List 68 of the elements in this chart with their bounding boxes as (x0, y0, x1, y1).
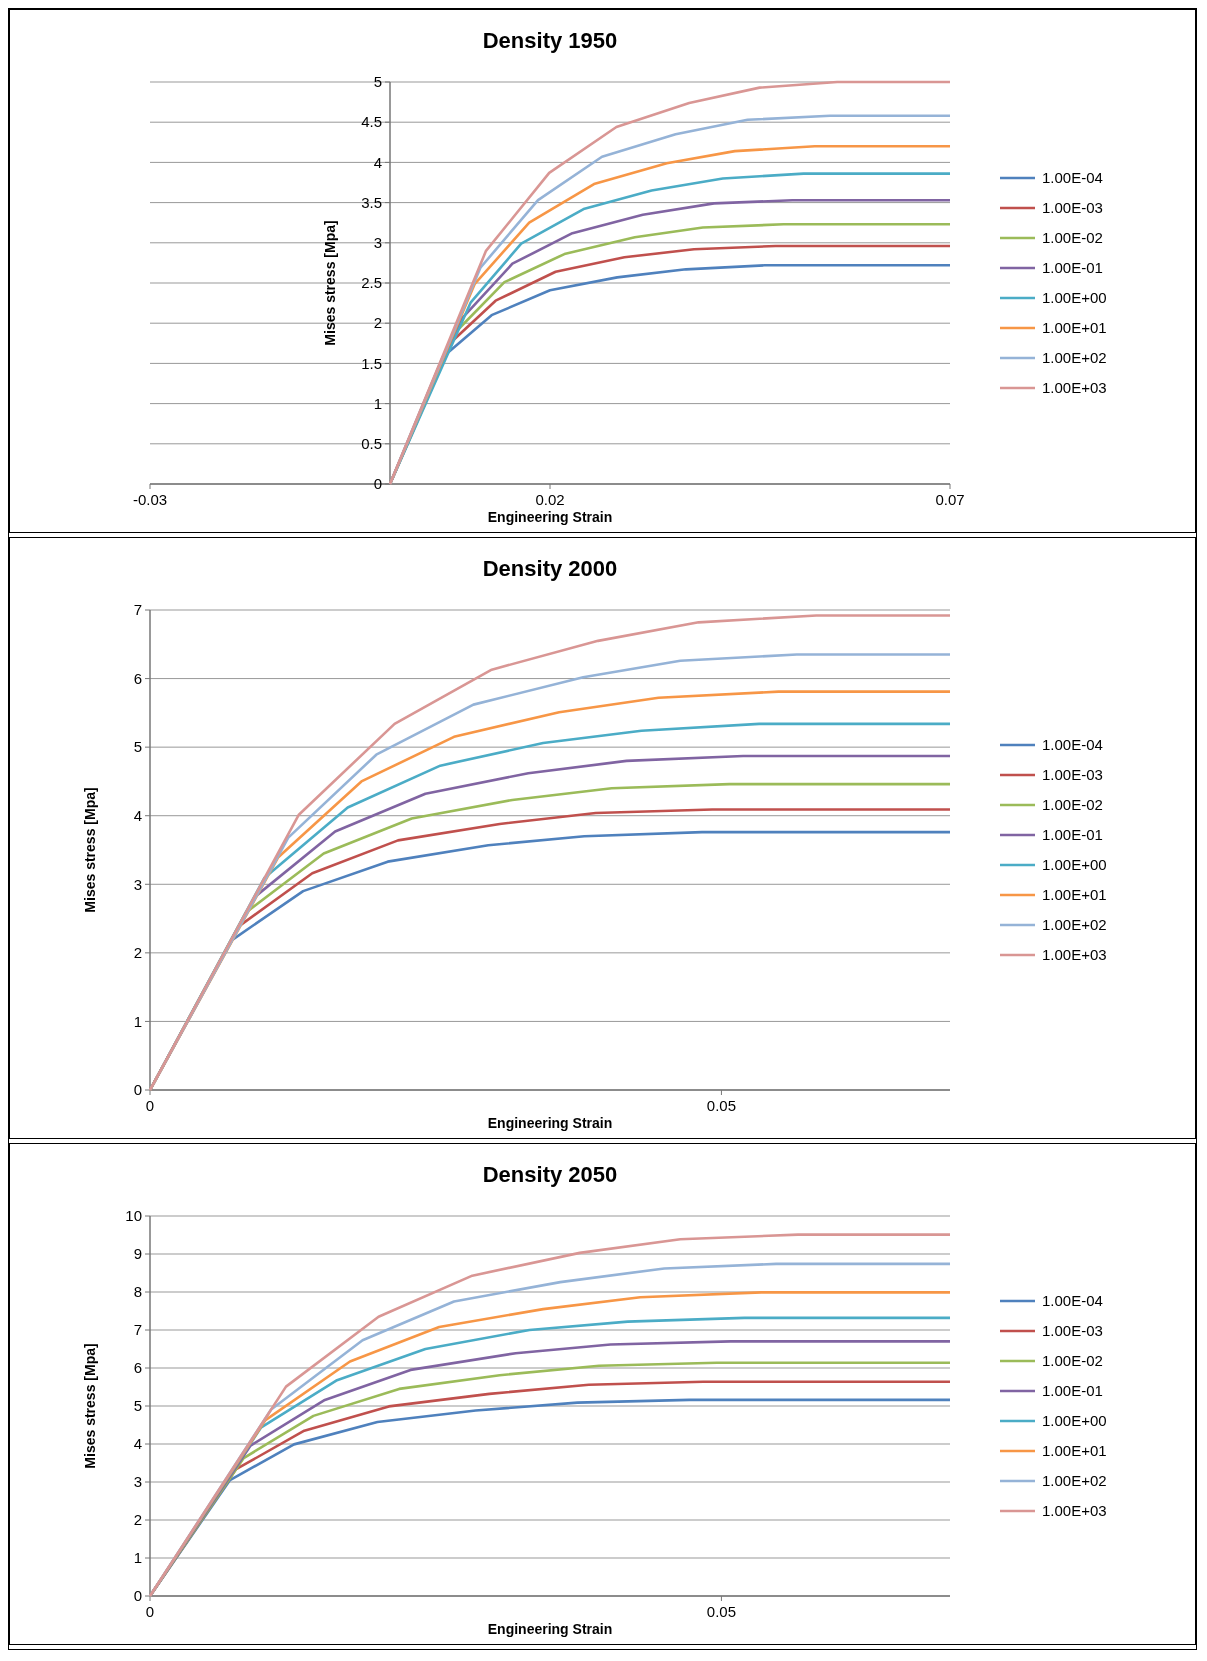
y-tick-label: 4 (133, 806, 142, 824)
legend-label: 1.00E-02 (1042, 229, 1103, 247)
legend-label: 1.00E-04 (1042, 1292, 1103, 1310)
legend-label: 1.00E+02 (1042, 349, 1107, 367)
legend-label: 1.00E+00 (1042, 856, 1107, 874)
y-tick-label: 3 (133, 1473, 142, 1491)
y-tick-label: 2 (133, 944, 142, 962)
y-axis-title: Mises stress [Mpa] (82, 787, 98, 913)
y-axis-title: Mises stress [Mpa] (322, 220, 338, 346)
y-tick-label: 1 (133, 1012, 142, 1030)
y-tick-label: 1 (133, 1549, 142, 1567)
y-tick-label: 1.5 (361, 354, 382, 372)
chart-title: Density 2000 (482, 556, 618, 581)
y-tick-label: 4.5 (361, 113, 382, 131)
x-tick-label: 0.02 (535, 491, 565, 508)
x-tick-label: 0.05 (706, 1603, 737, 1620)
x-tick-label: 0.05 (706, 1097, 737, 1114)
legend-label: 1.00E-03 (1042, 199, 1103, 217)
y-tick-label: 5 (373, 73, 382, 91)
y-tick-label: 2.5 (361, 274, 382, 292)
y-tick-label: 10 (125, 1207, 142, 1225)
legend-label: 1.00E+01 (1042, 886, 1107, 904)
y-tick-label: 7 (133, 601, 142, 619)
y-tick-label: 8 (133, 1283, 142, 1301)
y-tick-label: 1 (373, 394, 382, 412)
y-tick-label: 3.5 (361, 193, 382, 211)
legend-label: 1.00E-03 (1042, 1322, 1103, 1340)
chart-title: Density 2050 (482, 1162, 618, 1187)
legend-label: 1.00E+01 (1042, 319, 1107, 337)
legend-label: 1.00E-04 (1042, 736, 1103, 754)
y-tick-label: 2 (373, 314, 382, 332)
y-tick-label: 0 (133, 1587, 142, 1605)
y-tick-label: 3 (133, 875, 142, 893)
legend-label: 1.00E-01 (1042, 1382, 1103, 1400)
y-tick-label: 0 (373, 475, 382, 493)
legend-label: 1.00E+01 (1042, 1442, 1107, 1460)
legend-label: 1.00E+02 (1042, 1472, 1107, 1490)
y-tick-label: 9 (133, 1245, 142, 1263)
y-tick-label: 2 (133, 1511, 142, 1529)
legend-label: 1.00E+03 (1042, 946, 1107, 964)
legend-label: 1.00E-01 (1042, 826, 1103, 844)
legend-label: 1.00E+00 (1042, 289, 1107, 307)
legend-label: 1.00E+02 (1042, 916, 1107, 934)
x-axis-title: Engineering Strain (487, 509, 613, 525)
legend-label: 1.00E+03 (1042, 379, 1107, 397)
legend-label: 1.00E-02 (1042, 1352, 1103, 1370)
legend-label: 1.00E+03 (1042, 1502, 1107, 1520)
x-axis-title: Engineering Strain (487, 1115, 613, 1131)
y-tick-label: 4 (373, 153, 382, 171)
x-tick-label: -0.03 (132, 491, 168, 508)
y-tick-label: 5 (133, 738, 142, 756)
y-tick-label: 3 (373, 234, 382, 252)
y-tick-label: 0.5 (361, 435, 382, 453)
chart-title: Density 1950 (482, 28, 618, 53)
y-tick-label: 4 (133, 1435, 142, 1453)
x-tick-label: 0.07 (935, 491, 965, 508)
legend-label: 1.00E-01 (1042, 259, 1103, 277)
x-axis-title: Engineering Strain (487, 1621, 613, 1637)
y-tick-label: 0 (133, 1081, 142, 1099)
legend-label: 1.00E-04 (1042, 169, 1103, 187)
legend-label: 1.00E-02 (1042, 796, 1103, 814)
y-tick-label: 7 (133, 1321, 142, 1339)
y-tick-label: 6 (133, 669, 142, 687)
y-tick-label: 6 (133, 1359, 142, 1377)
y-tick-label: 5 (133, 1397, 142, 1415)
legend-label: 1.00E-03 (1042, 766, 1103, 784)
legend-label: 1.00E+00 (1042, 1412, 1107, 1430)
y-axis-title: Mises stress [Mpa] (82, 1343, 98, 1469)
